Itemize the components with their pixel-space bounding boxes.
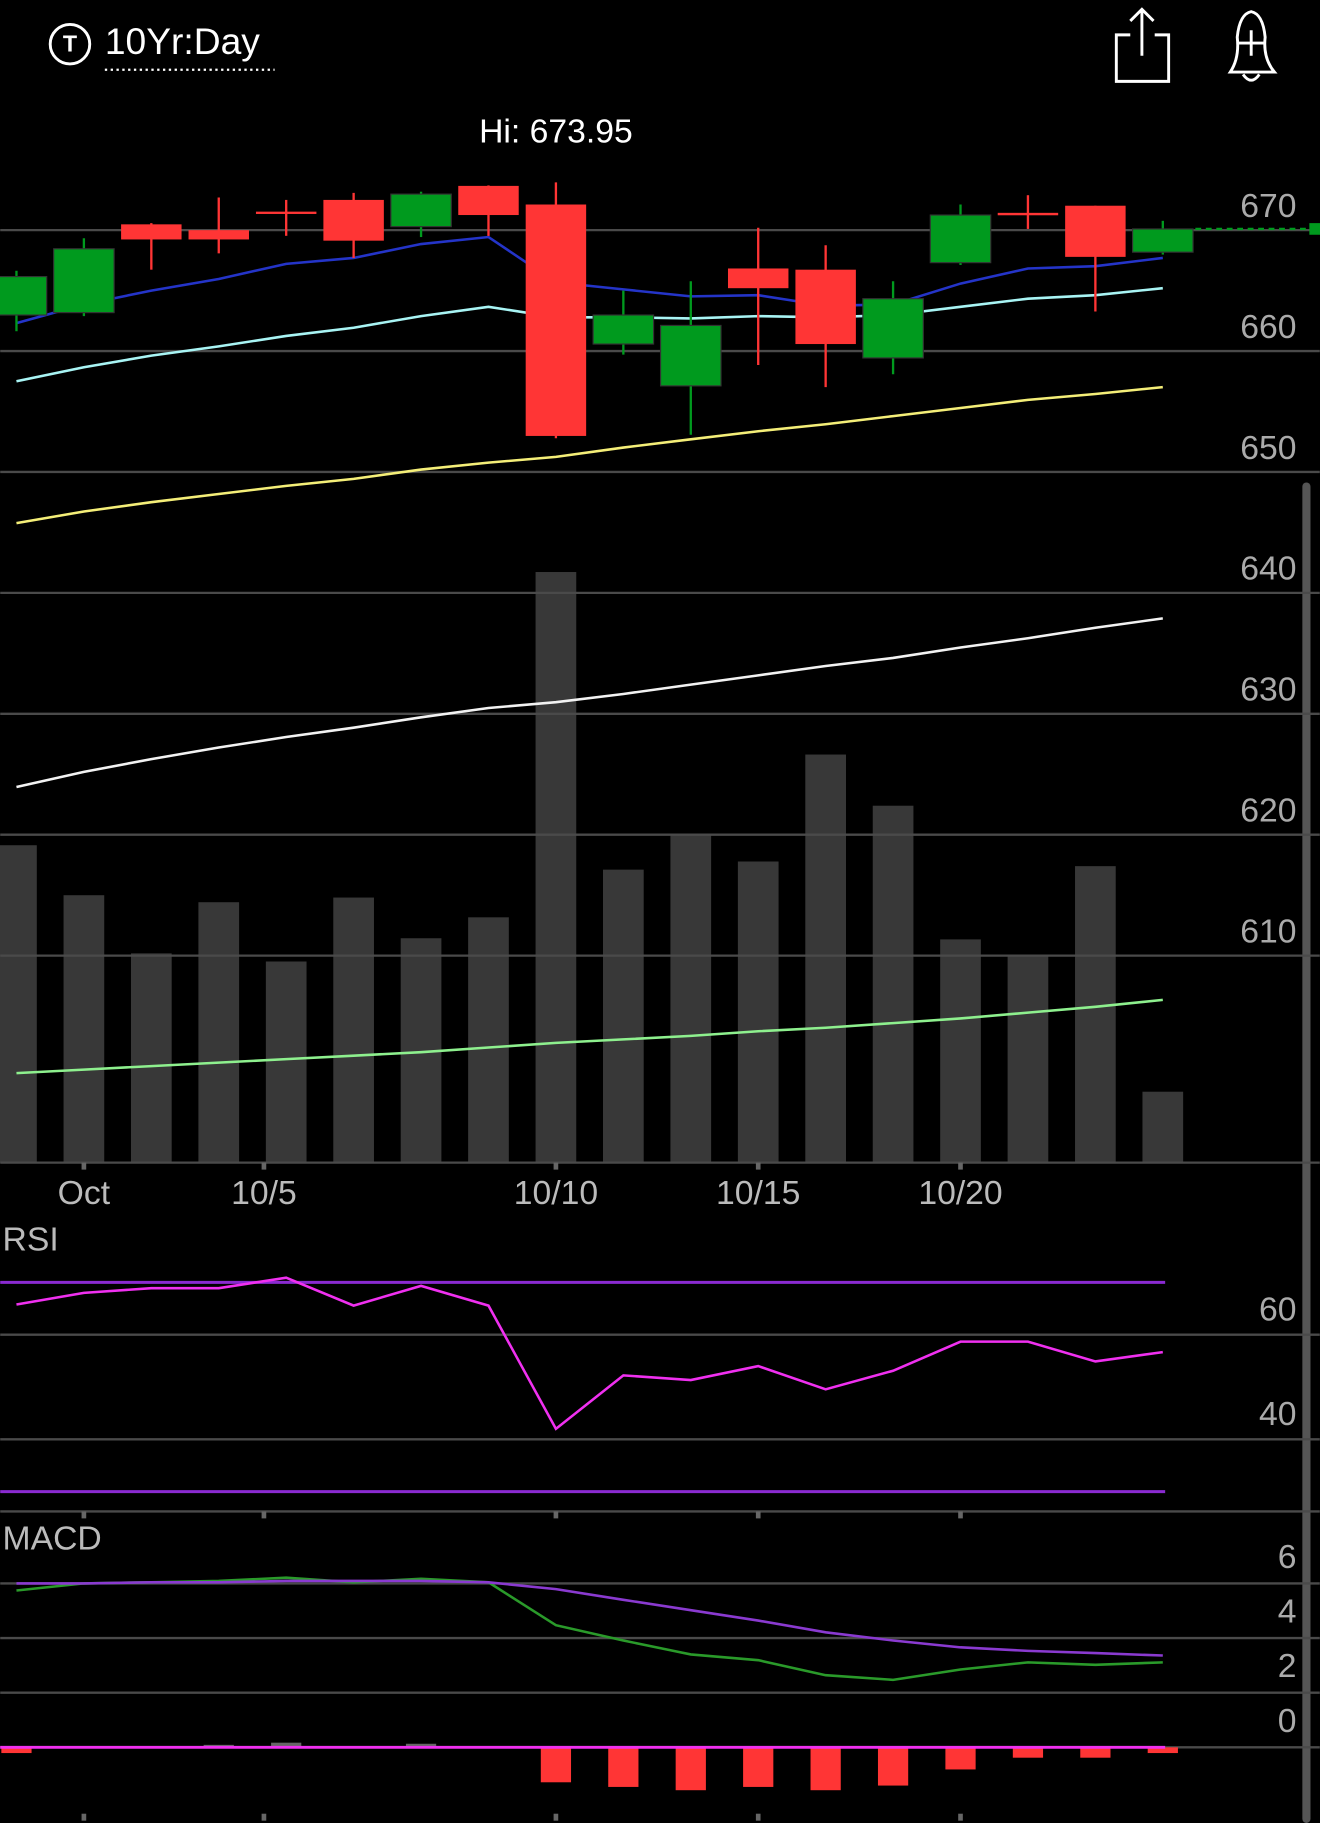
candle-body — [862, 298, 924, 359]
candle-body — [1065, 205, 1126, 257]
volume-bar — [603, 869, 644, 1163]
indicator-line — [16, 1579, 1163, 1657]
histogram-bar — [1, 1747, 32, 1754]
last-price-marker — [1309, 223, 1320, 235]
volume-bar — [535, 572, 577, 1163]
volume-bar — [1075, 866, 1116, 1163]
share-icon-arrow — [1129, 7, 1155, 56]
bell-icon — [1227, 10, 1278, 74]
candle-body — [997, 212, 1059, 216]
volume-bar — [468, 917, 509, 1163]
histogram-bar — [1080, 1747, 1111, 1758]
bell-plus — [1238, 30, 1264, 56]
candle-body — [121, 224, 182, 240]
candle-body — [255, 211, 317, 214]
bell-clapper — [1241, 73, 1261, 82]
indicator-line — [16, 1276, 1163, 1431]
share-icon-box — [1114, 33, 1171, 83]
panel-title: MACD — [3, 1519, 102, 1557]
share-button[interactable] — [1114, 7, 1171, 83]
candle-body — [458, 185, 519, 216]
x-tick-label: 10/20 — [918, 1174, 1002, 1212]
x-tick-label: Oct — [58, 1174, 111, 1212]
y-tick-label: 4 — [1278, 1593, 1297, 1631]
y-tick-label: 2 — [1278, 1647, 1297, 1685]
histogram-bar — [743, 1747, 774, 1787]
candle-body — [592, 314, 655, 345]
volume-bar — [1142, 1091, 1184, 1163]
volume-bar — [198, 902, 240, 1163]
y-tick-label: 60 — [1259, 1290, 1297, 1328]
scrollbar[interactable] — [1302, 482, 1311, 1823]
volume-bar — [940, 939, 981, 1163]
histogram-bar — [405, 1743, 437, 1748]
x-tick-label: 10/10 — [514, 1174, 598, 1212]
indicator-line — [16, 286, 1163, 383]
volume-bar — [670, 834, 712, 1163]
volume-bar — [0, 845, 37, 1163]
candle-body — [323, 199, 384, 241]
y-tick-label: 610 — [1240, 912, 1296, 950]
y-tick-label: 6 — [1278, 1538, 1297, 1576]
histogram-bar — [877, 1747, 909, 1786]
y-tick-label: 650 — [1240, 429, 1296, 467]
histogram-bar — [1147, 1747, 1178, 1754]
histogram-bar — [945, 1747, 976, 1770]
histogram-bar — [675, 1747, 706, 1791]
indicator-line — [16, 998, 1163, 1075]
alert-button[interactable] — [1227, 10, 1278, 82]
candle-body — [659, 324, 722, 387]
indicator-line — [16, 385, 1163, 525]
candle-body — [727, 268, 789, 289]
y-tick-label: 670 — [1240, 187, 1296, 225]
indicator-line — [16, 235, 1163, 325]
histogram-bar — [271, 1742, 302, 1748]
high-annotation: Hi: 673.95 — [479, 113, 633, 151]
y-tick-label: 630 — [1240, 671, 1296, 709]
y-tick-label: 0 — [1278, 1702, 1297, 1740]
timeframe-selector[interactable]: 10Yr:Day — [105, 20, 260, 62]
volume-bar — [130, 953, 172, 1163]
candle-body — [188, 230, 249, 240]
y-tick-label: 620 — [1240, 792, 1296, 830]
x-tick-label: 10/5 — [231, 1174, 297, 1212]
symbol-icon-letter: T — [63, 30, 77, 56]
volume-bar — [805, 754, 846, 1163]
panel-title: RSI — [3, 1221, 59, 1259]
volume-bar — [737, 861, 779, 1163]
candle-body — [53, 248, 115, 314]
histogram-bar — [540, 1747, 572, 1783]
volume-bar — [265, 961, 307, 1163]
candle-body — [525, 204, 587, 436]
y-tick-label: 660 — [1240, 308, 1296, 346]
histogram-bar — [1012, 1747, 1044, 1758]
volume-bar — [333, 897, 374, 1163]
candle-body — [929, 214, 992, 264]
histogram-bar — [608, 1747, 639, 1787]
y-tick-label: 640 — [1240, 550, 1296, 588]
candle-body — [795, 269, 856, 345]
candle-body — [0, 275, 48, 316]
volume-bar — [1007, 955, 1049, 1163]
x-tick-label: 10/15 — [716, 1174, 800, 1212]
candle-body — [1131, 228, 1194, 253]
volume-bar — [63, 895, 105, 1163]
volume-bar — [872, 805, 914, 1163]
histogram-bar — [810, 1747, 841, 1791]
symbol-icon — [48, 22, 92, 66]
candle-body — [390, 193, 452, 228]
y-tick-label: 40 — [1259, 1395, 1297, 1433]
indicator-line — [16, 617, 1163, 789]
symbol-button[interactable]: T — [48, 22, 92, 66]
